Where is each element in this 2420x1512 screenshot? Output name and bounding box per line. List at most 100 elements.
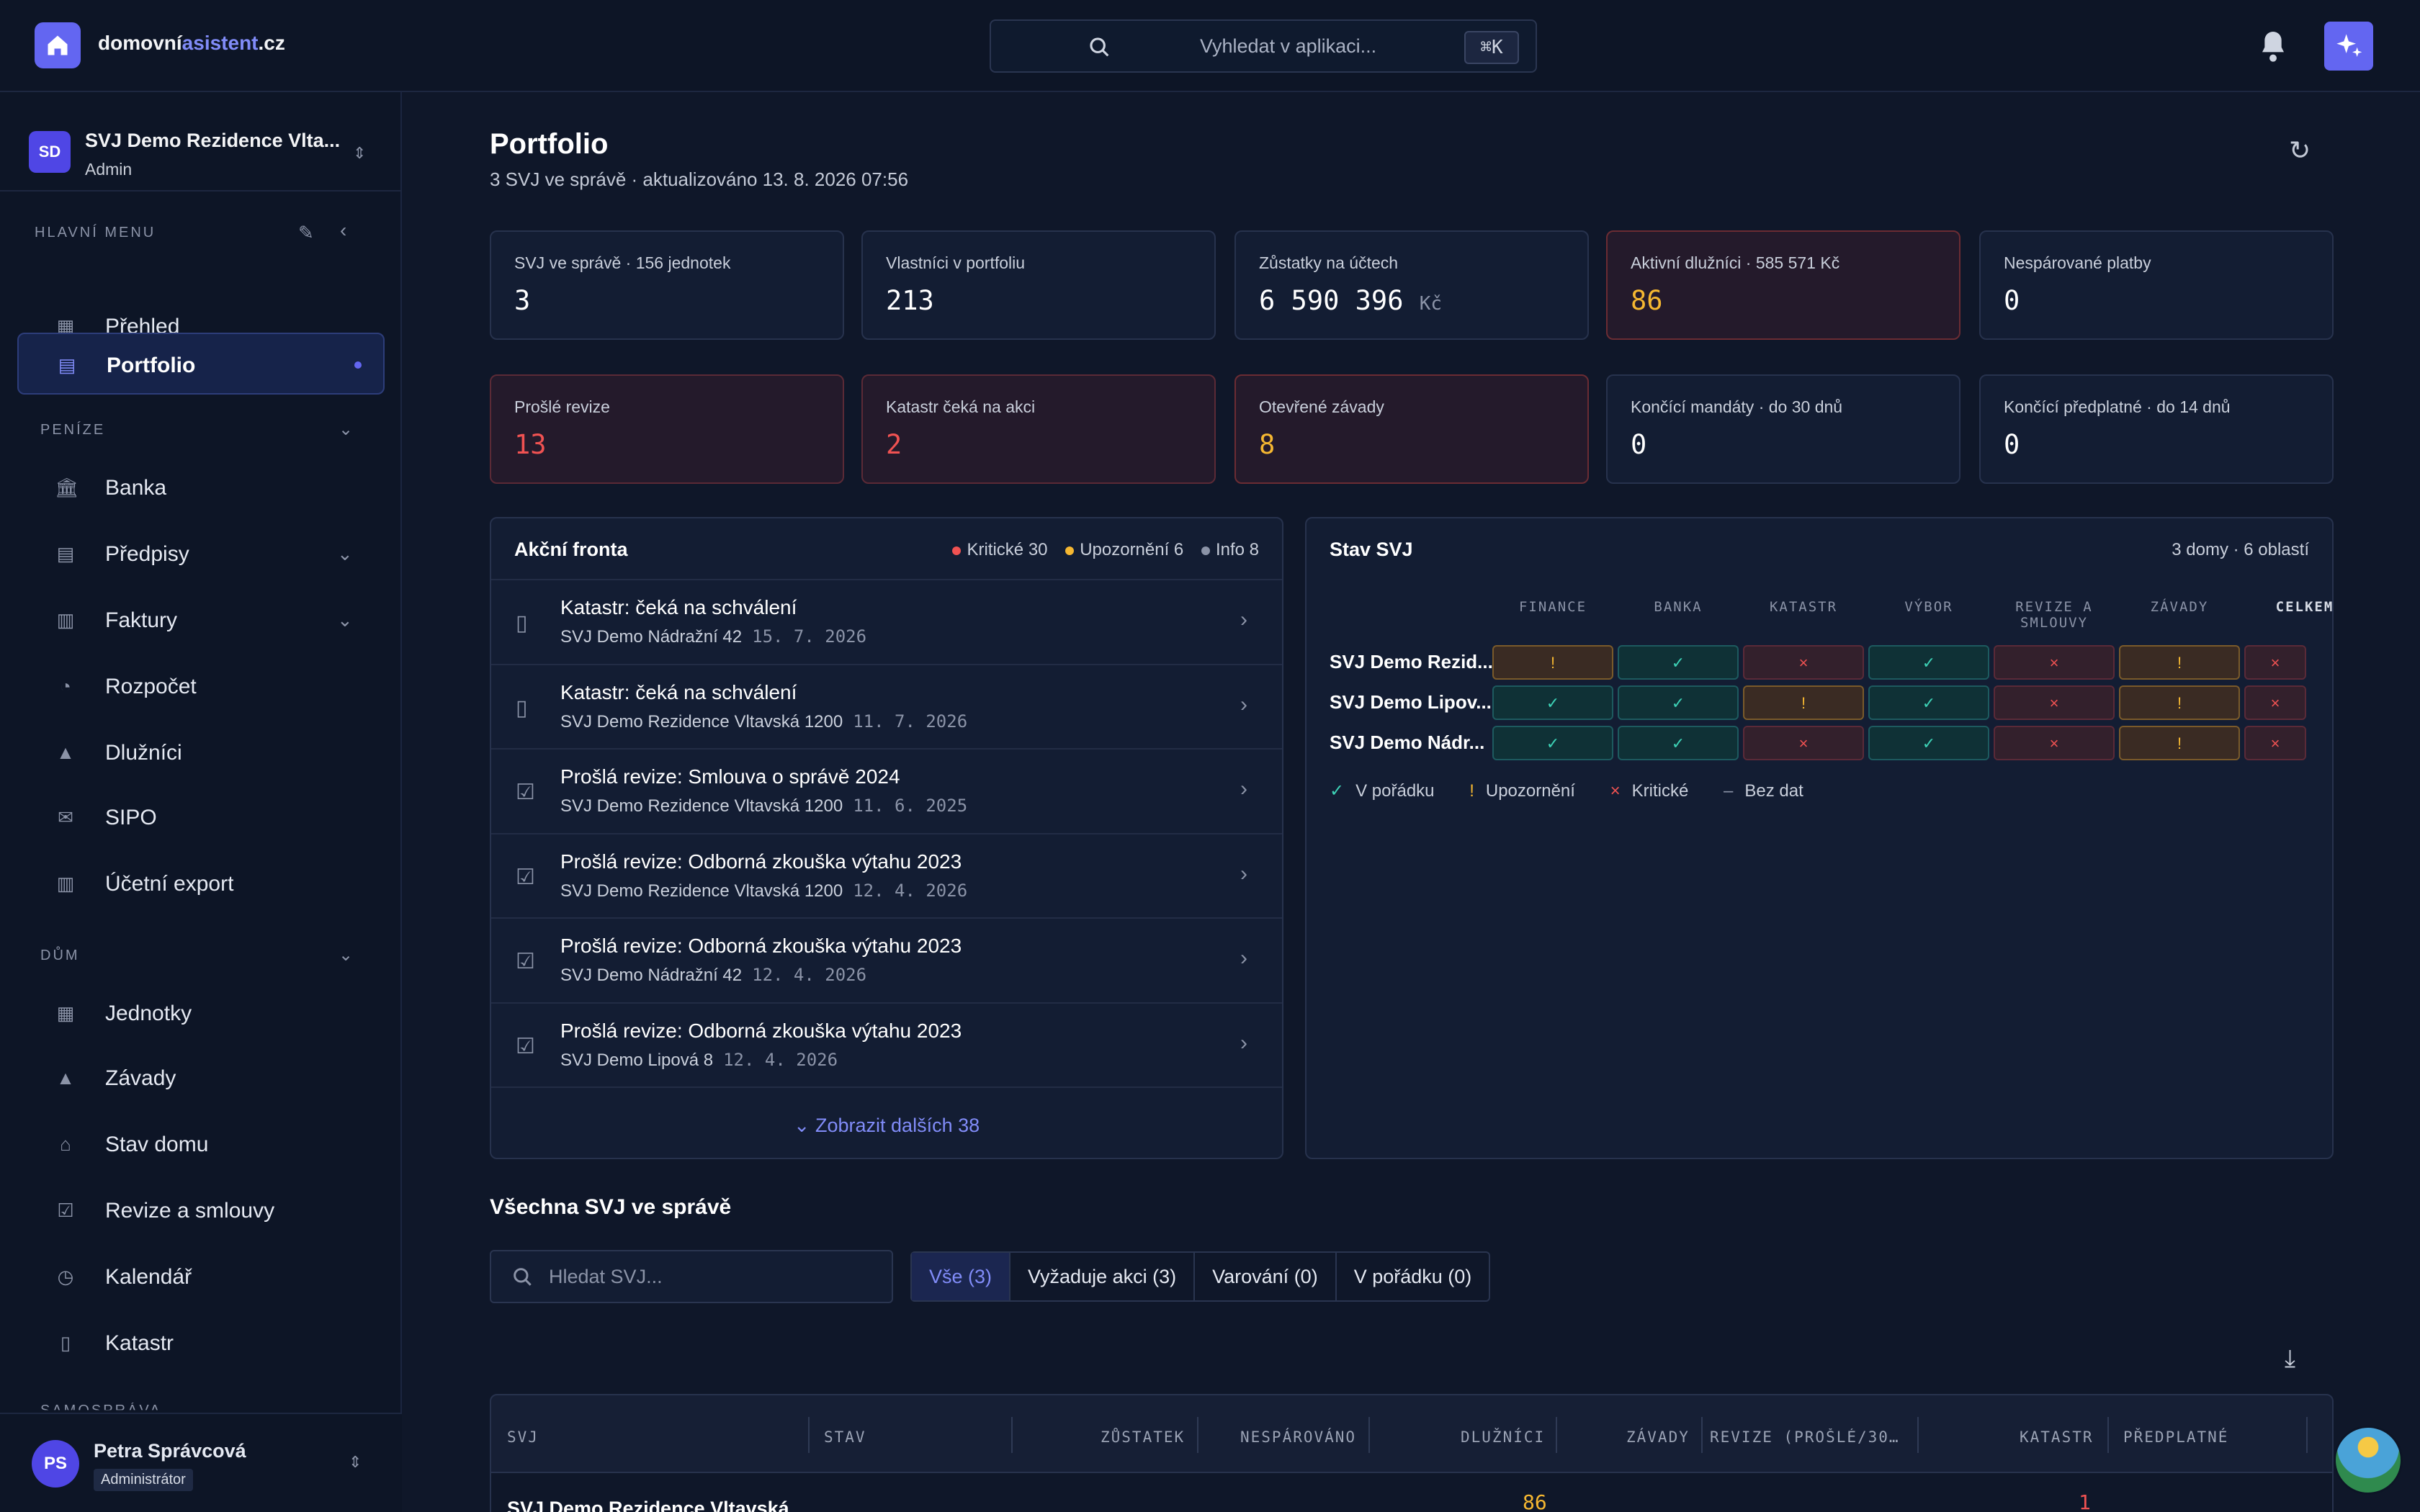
- col-revisions[interactable]: REVIZE (PROŠLÉ/30…: [1710, 1428, 1900, 1446]
- home-logo-icon[interactable]: [35, 22, 81, 68]
- col-cadastre[interactable]: KATASTR: [2020, 1428, 2094, 1446]
- action-queue-title: Akční fronta: [514, 539, 628, 560]
- status-cell-ok[interactable]: ✓: [1618, 645, 1739, 680]
- col-subscription[interactable]: PŘEDPLATNÉ: [2123, 1428, 2229, 1446]
- organization-switcher[interactable]: SD SVJ Demo Rezidence Vlta... Admin ⇕: [29, 122, 403, 187]
- status-row-name[interactable]: SVJ Demo Lipov...: [1330, 691, 1492, 713]
- sidebar-item-sipo[interactable]: ✉ SIPO: [17, 786, 385, 848]
- global-search-input[interactable]: Vyhledat v aplikaci... ⌘K: [990, 19, 1537, 73]
- tab-all[interactable]: Vše (3): [912, 1253, 1011, 1300]
- top-header: domovníasistent.cz Vyhledat v aplikaci..…: [0, 0, 2420, 92]
- action-queue-item[interactable]: ☑ Prošlá revize: Odborná zkouška výtahu 2…: [491, 1002, 1282, 1087]
- table-row[interactable]: SVJ Demo Rezidence Vltavská 86 1: [491, 1472, 2332, 1512]
- download-icon[interactable]: ⤓: [2285, 1345, 2296, 1372]
- kpi-card-owners[interactable]: Vlastníci v portfoliu 213: [861, 230, 1216, 340]
- sidebar-item-prescriptions[interactable]: ▤ Předpisy ⌄: [17, 523, 385, 585]
- status-cell-warn[interactable]: !: [2119, 645, 2240, 680]
- status-cell-ok[interactable]: ✓: [1492, 685, 1613, 720]
- col-balance[interactable]: ZŮSTATEK: [1101, 1428, 1186, 1446]
- sidebar-item-cadastre[interactable]: ▯ Katastr: [17, 1312, 385, 1374]
- svj-search-input[interactable]: Hledat SVJ...: [490, 1250, 893, 1303]
- action-queue-item[interactable]: ☑ Prošlá revize: Odborná zkouška výtahu 2…: [491, 917, 1282, 1002]
- kpi-card-balances[interactable]: Zůstatky na účtech 6 590 396 Kč: [1234, 230, 1589, 340]
- sidebar-item-debtors[interactable]: ▲ Dlužníci: [17, 721, 385, 783]
- kpi-label: Zůstatky na účtech: [1259, 253, 1399, 272]
- action-queue-item[interactable]: ▯ Katastr: čeká na schválení SVJ Demo Rezi…: [491, 663, 1282, 749]
- status-cell-crit[interactable]: ×: [1994, 645, 2115, 680]
- sidebar-item-label: Faktury: [105, 608, 178, 632]
- sidebar-item-units[interactable]: ▦ Jednotky: [17, 982, 385, 1044]
- sidebar-item-budget[interactable]: ◔ Rozpočet: [17, 655, 385, 717]
- kpi-card-expiring-subscriptions[interactable]: Končící předplatné · do 14 dnů 0: [1979, 374, 2334, 484]
- kpi-label: Nespárované platby: [2004, 253, 2151, 272]
- status-cell-ok[interactable]: ✓: [1492, 726, 1613, 760]
- tab-ok[interactable]: V pořádku (0): [1353, 1266, 1472, 1287]
- status-cell-crit[interactable]: ×: [2244, 645, 2306, 680]
- kpi-card-expiring-mandates[interactable]: Končící mandáty · do 30 dnů 0: [1606, 374, 1960, 484]
- status-cell-crit[interactable]: ×: [1743, 726, 1864, 760]
- action-queue-item[interactable]: ☑ Prošlá revize: Smlouva o správě 2024 SVJ…: [491, 748, 1282, 833]
- column-separator: [2306, 1417, 2308, 1453]
- status-cell-ok[interactable]: ✓: [1618, 726, 1739, 760]
- col-svj[interactable]: SVJ: [507, 1428, 539, 1446]
- kpi-label: Končící mandáty · do 30 dnů: [1631, 397, 1843, 416]
- col-defects[interactable]: ZÁVADY: [1626, 1428, 1690, 1446]
- status-cell-warn[interactable]: !: [1743, 685, 1864, 720]
- status-column-header: REVIZE A SMLOUVY: [2015, 599, 2093, 631]
- user-account-switcher[interactable]: PS Petra Správcová Administrátor ⇕: [0, 1413, 402, 1512]
- status-cell-crit[interactable]: ×: [2244, 685, 2306, 720]
- status-cell-ok[interactable]: ✓: [1618, 685, 1739, 720]
- kpi-card-open-defects[interactable]: Otevřené závady 8: [1234, 374, 1589, 484]
- sidebar-item-accounting-export[interactable]: ▥ Účetní export: [17, 852, 385, 914]
- org-avatar: SD: [29, 131, 71, 173]
- help-widget-avatar[interactable]: [2334, 1426, 2403, 1495]
- status-row-name[interactable]: SVJ Demo Rezid...: [1330, 651, 1493, 672]
- kpi-card-expired-revisions[interactable]: Prošlé revize 13: [490, 374, 844, 484]
- action-item-date: 11. 7. 2026: [853, 711, 968, 732]
- kpi-card-debtors[interactable]: Aktivní dlužníci · 585 571 Kč 86: [1606, 230, 1960, 340]
- tab-requires-action[interactable]: Vyžaduje akci (3): [1010, 1253, 1196, 1300]
- bank-icon: 🏛: [55, 477, 79, 498]
- sidebar-item-invoices[interactable]: ▥ Faktury ⌄: [17, 589, 385, 651]
- action-queue-item[interactable]: ▯ Katastr: čeká na schválení SVJ Demo Nádr…: [491, 579, 1282, 664]
- show-more-link[interactable]: ⌄ Zobrazit dalších 38: [793, 1115, 980, 1136]
- edit-menu-pencil-icon[interactable]: ✎: [298, 222, 314, 243]
- brand-name[interactable]: domovníasistent.cz: [98, 32, 285, 54]
- kpi-card-svj[interactable]: SVJ ve správě · 156 jednotek 3: [490, 230, 844, 340]
- status-cell-ok[interactable]: ✓: [1868, 645, 1989, 680]
- kpi-card-cadastre[interactable]: Katastr čeká na akci 2: [861, 374, 1216, 484]
- status-cell-warn[interactable]: !: [2119, 685, 2240, 720]
- collapse-sidebar-chevron-icon[interactable]: ‹: [340, 219, 347, 241]
- sidebar-item-defects[interactable]: ▲ Závady: [17, 1047, 385, 1109]
- kpi-card-unmatched-payments[interactable]: Nespárované platby 0: [1979, 230, 2334, 340]
- sidebar-item-bank[interactable]: 🏛 Banka: [17, 456, 385, 518]
- column-separator: [1556, 1417, 1557, 1453]
- status-cell-crit[interactable]: ×: [1994, 726, 2115, 760]
- status-cell-crit[interactable]: ×: [2244, 726, 2306, 760]
- status-cell-crit[interactable]: ×: [1743, 645, 1864, 680]
- col-debtors[interactable]: DLUŽNÍCI: [1461, 1428, 1546, 1446]
- warning-dot: [1065, 546, 1075, 555]
- status-row-name[interactable]: SVJ Demo Nádr...: [1330, 732, 1485, 753]
- sidebar-item-portfolio[interactable]: ▤ Portfolio: [17, 333, 385, 395]
- notifications-bell-icon[interactable]: [2259, 29, 2287, 63]
- sidebar-item-calendar[interactable]: ◷ Kalendář: [17, 1246, 385, 1308]
- status-cell-warn[interactable]: !: [1492, 645, 1613, 680]
- status-cell-ok[interactable]: ✓: [1868, 726, 1989, 760]
- user-name: Petra Správcová: [94, 1440, 246, 1462]
- ai-assistant-sparkle-button[interactable]: [2324, 22, 2373, 71]
- tab-warnings[interactable]: Varování (0): [1195, 1253, 1337, 1300]
- kpi-label: Končící předplatné · do 14 dnů: [2004, 397, 2231, 416]
- refresh-icon[interactable]: ↻: [2289, 135, 2311, 165]
- action-queue-item[interactable]: ☑ Prošlá revize: Odborná zkouška výtahu 2…: [491, 832, 1282, 918]
- action-item-date: 12. 4. 2026: [723, 1049, 838, 1070]
- col-unmatched[interactable]: NESPÁROVÁNO: [1240, 1428, 1357, 1446]
- col-status[interactable]: STAV: [824, 1428, 866, 1446]
- sidebar-item-revisions[interactable]: ☑ Revize a smlouvy: [17, 1179, 385, 1241]
- chevron-down-icon[interactable]: ⌄: [339, 945, 354, 965]
- sidebar-item-house-state[interactable]: ⌂ Stav domu: [17, 1113, 385, 1175]
- status-cell-crit[interactable]: ×: [1994, 685, 2115, 720]
- status-cell-ok[interactable]: ✓: [1868, 685, 1989, 720]
- status-cell-warn[interactable]: !: [2119, 726, 2240, 760]
- chevron-down-icon[interactable]: ⌄: [339, 420, 354, 439]
